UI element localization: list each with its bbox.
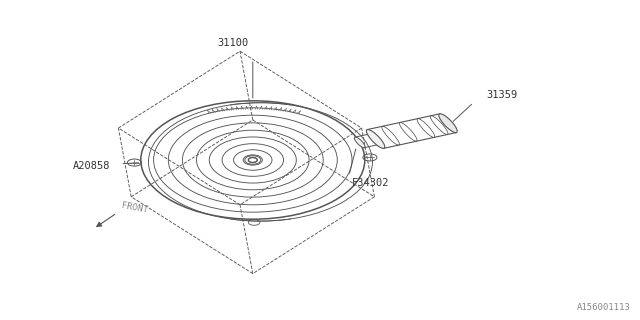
- Text: 31100: 31100: [218, 38, 249, 48]
- Ellipse shape: [439, 114, 457, 132]
- Ellipse shape: [355, 137, 365, 148]
- Ellipse shape: [366, 130, 385, 148]
- Text: A156001113: A156001113: [577, 303, 630, 312]
- Text: 31359: 31359: [486, 90, 518, 100]
- Text: A20858: A20858: [72, 161, 110, 171]
- Text: FRONT: FRONT: [120, 201, 148, 214]
- Text: F34302: F34302: [352, 178, 390, 188]
